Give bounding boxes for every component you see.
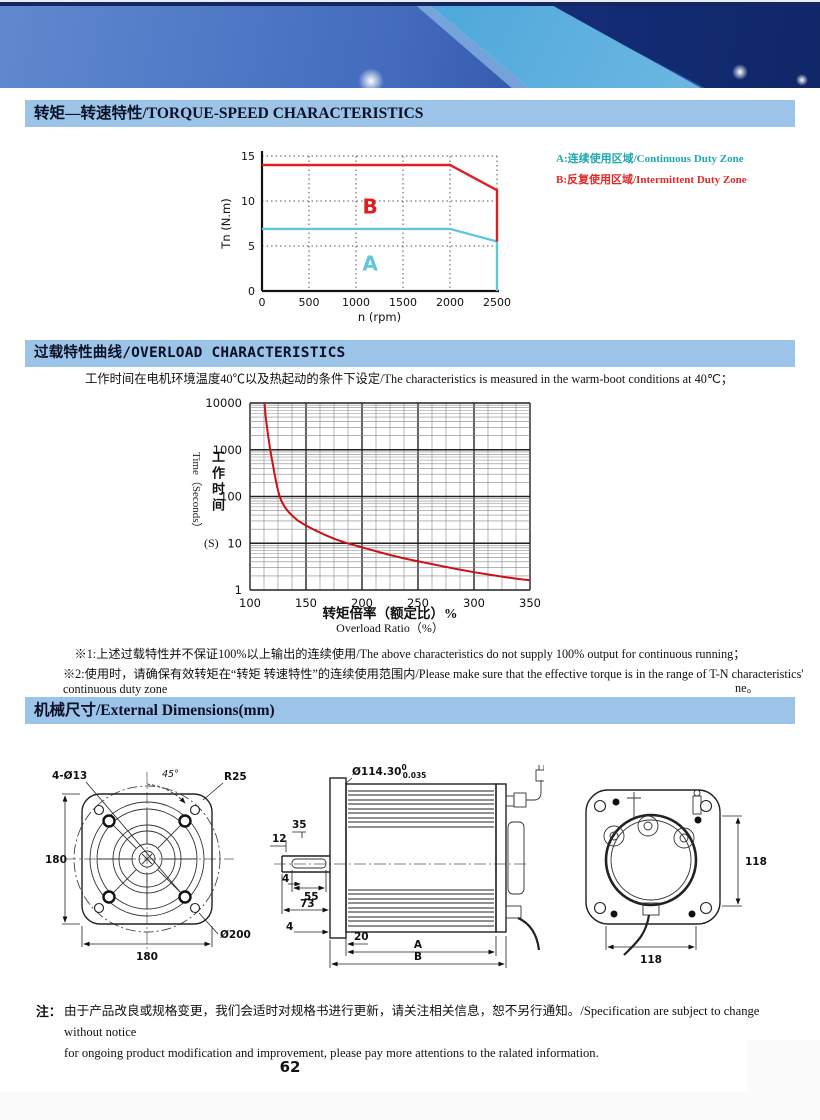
svg-text:200: 200 (351, 596, 373, 610)
svg-text:45°: 45° (162, 769, 179, 780)
front-view-dimensions: 180 180 4-Ø13 R25 45° Ø200 (45, 769, 251, 963)
overload-xlabel-cn: 转矩倍率（额定比）% (322, 606, 458, 621)
page-number: 62 (279, 1058, 301, 1076)
svg-text:15: 15 (241, 150, 255, 163)
svg-text:10000: 10000 (205, 396, 242, 410)
svg-text:R25: R25 (224, 771, 247, 783)
overload-note-1: ※1:上述过载特性并不保证100%以上输出的连续使用/The above cha… (74, 647, 746, 661)
svg-text:118: 118 (640, 954, 662, 966)
svg-text:12: 12 (272, 833, 287, 845)
svg-text:B: B (362, 195, 377, 219)
right-margin-strip (747, 1040, 820, 1092)
overload-note-overflow: ne。 (735, 681, 759, 695)
side-view-drawing: Ø114.300 0.035 35 12 4 55 73 4 20 A B (270, 763, 544, 968)
svg-text:10: 10 (241, 195, 255, 208)
rear-view-drawing: 118 118 (585, 789, 767, 966)
footer-note-line1: 由于产品改良或规格变更，我们会适时对规格书进行更新，请关注相关信息，恕不另行通知… (64, 1004, 760, 1039)
side-view-dimensions: Ø114.300 0.035 35 12 4 55 73 4 20 A B (270, 763, 507, 968)
footer-note: 由于产品改良或规格变更，我们会适时对规格书进行更新，请关注相关信息，恕不另行通知… (64, 1001, 790, 1064)
svg-text:B: B (414, 951, 422, 963)
svg-text:300: 300 (463, 596, 485, 610)
overload-subtitle: 工作时间在电机环境温度40℃以及热起动的条件下设定/The characteri… (85, 372, 734, 386)
footer-note-line2: for ongoing product modification and imp… (64, 1046, 599, 1060)
banner-top-line (0, 0, 820, 2)
svg-text:35: 35 (292, 819, 307, 831)
svg-text:n (rpm): n (rpm) (358, 310, 401, 324)
rear-view-geometry (585, 789, 721, 956)
section-header-overload: 过载特性曲线/OVERLOAD CHARACTERISTICS (25, 340, 795, 367)
svg-text:A: A (362, 251, 378, 275)
overload-ylabel-en: Time（Seconds） (190, 452, 202, 534)
svg-text:73: 73 (300, 898, 315, 910)
front-view-geometry (64, 772, 234, 956)
cooling-fins (348, 790, 494, 927)
overload-note-2: ※2:使用时，请确保有效转矩在“转矩 转速特性”的连续使用范围内/Please … (63, 667, 804, 696)
bottom-margin-strip (0, 1092, 820, 1120)
svg-text:1000: 1000 (342, 296, 370, 309)
overload-xlabel-en: Overload Ratio（%） (336, 621, 444, 635)
fan-spokes (97, 809, 197, 909)
svg-text:0: 0 (248, 285, 255, 298)
section-header-torque-speed: 转矩—转速特性/TORQUE-SPEED CHARACTERISTICS (25, 100, 795, 127)
svg-text:10: 10 (227, 536, 242, 550)
svg-text:1500: 1500 (389, 296, 417, 309)
svg-text:4: 4 (282, 873, 289, 885)
legend-item-a: A:连续使用区域/Continuous Duty Zone (556, 153, 744, 165)
front-view-drawing: 180 180 4-Ø13 R25 45° Ø200 (45, 769, 251, 963)
svg-text:A: A (414, 939, 423, 951)
svg-text:118: 118 (745, 856, 767, 868)
svg-text:1: 1 (235, 583, 242, 597)
banner-flare (796, 74, 808, 86)
duty-zone-legend: A:连续使用区域/Continuous Duty Zone B:反复使用区域/I… (556, 149, 747, 191)
svg-text:55: 55 (304, 891, 319, 903)
svg-text:500: 500 (299, 296, 320, 309)
legend-item-b: B:反复使用区域/Intermittent Duty Zone (556, 174, 747, 186)
svg-text:350: 350 (519, 596, 541, 610)
header-banner (0, 0, 820, 88)
svg-text:5: 5 (248, 240, 255, 253)
torque-speed-chart: 0 500 1000 1500 2000 2500 0 5 10 15 Tn (N.m) n (rpm… (219, 150, 511, 324)
svg-text:100: 100 (239, 596, 261, 610)
overload-chart: 100 150 200 250 300 350 1 10 100 1000 10000 (205, 396, 541, 610)
svg-text:Tn (N.m): Tn (N.m) (219, 198, 233, 249)
svg-text:4: 4 (286, 921, 293, 933)
overload-ylabel-unit: (S) (204, 536, 219, 550)
svg-text:2500: 2500 (483, 296, 511, 309)
svg-text:150: 150 (295, 596, 317, 610)
rear-view-dimensions: 118 118 (605, 815, 767, 966)
svg-text:0: 0 (259, 296, 266, 309)
footer-note-prefix: 注： (36, 1005, 62, 1019)
overload-ylabel-cn: 工作时间 (210, 450, 225, 514)
svg-text:4-Ø13: 4-Ø13 (52, 770, 87, 782)
svg-text:1000: 1000 (213, 443, 242, 457)
banner-flare (358, 68, 384, 88)
svg-text:180: 180 (45, 854, 67, 866)
svg-text:180: 180 (136, 951, 158, 963)
side-view-geometry (274, 765, 544, 951)
svg-text:2000: 2000 (436, 296, 464, 309)
section-header-dimensions: 机械尺寸/External Dimensions(mm) (25, 697, 795, 724)
svg-text:Ø200: Ø200 (220, 929, 251, 941)
svg-text:20: 20 (354, 931, 369, 943)
svg-text:100: 100 (220, 490, 242, 504)
banner-navy-strip (0, 2, 820, 6)
svg-text:250: 250 (407, 596, 429, 610)
banner-flare (732, 64, 748, 80)
